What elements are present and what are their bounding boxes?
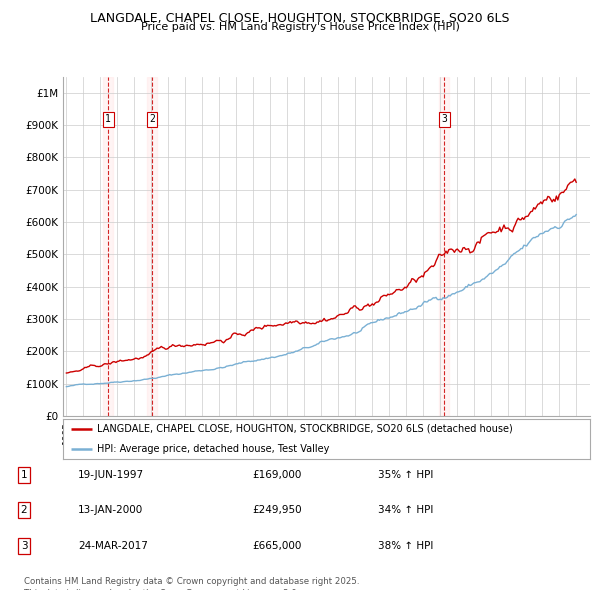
Text: HPI: Average price, detached house, Test Valley: HPI: Average price, detached house, Test… [97, 444, 329, 454]
Text: 35% ↑ HPI: 35% ↑ HPI [378, 470, 433, 480]
Text: 1: 1 [20, 470, 28, 480]
Text: 13-JAN-2000: 13-JAN-2000 [78, 506, 143, 515]
Text: LANGDALE, CHAPEL CLOSE, HOUGHTON, STOCKBRIDGE, SO20 6LS (detached house): LANGDALE, CHAPEL CLOSE, HOUGHTON, STOCKB… [97, 424, 513, 434]
Text: 2: 2 [149, 114, 155, 124]
Bar [439, 77, 449, 416]
Bar [147, 77, 157, 416]
Text: 34% ↑ HPI: 34% ↑ HPI [378, 506, 433, 515]
Text: £249,950: £249,950 [252, 506, 302, 515]
Text: 3: 3 [20, 541, 28, 550]
Text: 1: 1 [105, 114, 111, 124]
Text: Price paid vs. HM Land Registry's House Price Index (HPI): Price paid vs. HM Land Registry's House … [140, 22, 460, 32]
Text: Contains HM Land Registry data © Crown copyright and database right 2025.
This d: Contains HM Land Registry data © Crown c… [24, 577, 359, 590]
Text: £169,000: £169,000 [252, 470, 301, 480]
Text: 19-JUN-1997: 19-JUN-1997 [78, 470, 144, 480]
Text: £665,000: £665,000 [252, 541, 301, 550]
Bar [103, 77, 113, 416]
Text: 24-MAR-2017: 24-MAR-2017 [78, 541, 148, 550]
Text: LANGDALE, CHAPEL CLOSE, HOUGHTON, STOCKBRIDGE, SO20 6LS: LANGDALE, CHAPEL CLOSE, HOUGHTON, STOCKB… [90, 12, 510, 25]
Text: 3: 3 [441, 114, 447, 124]
Text: 38% ↑ HPI: 38% ↑ HPI [378, 541, 433, 550]
Text: 2: 2 [20, 506, 28, 515]
